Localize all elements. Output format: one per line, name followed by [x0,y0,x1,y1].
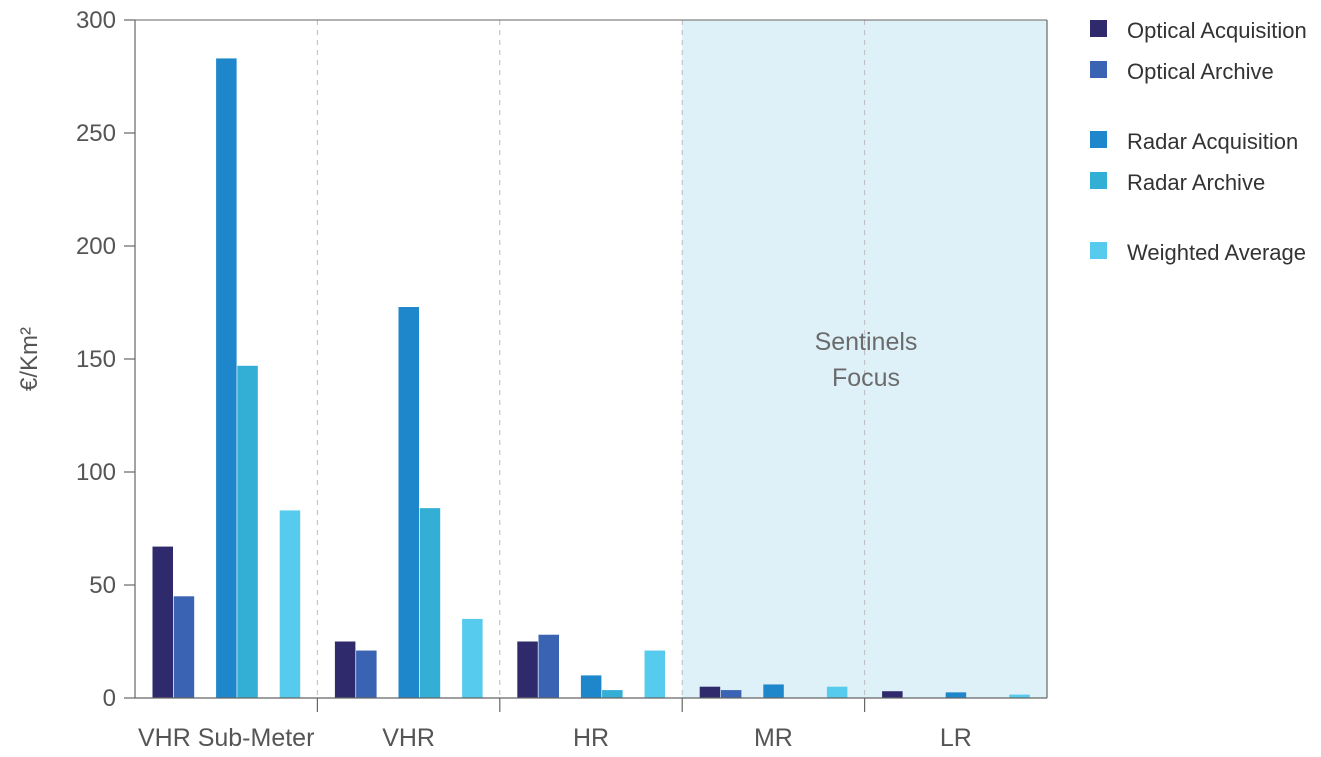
annotation-line: Focus [832,364,900,392]
bar [419,508,441,698]
y-tick-label: 200 [76,233,116,260]
bar [152,546,173,698]
legend-label: Weighted Average [1127,240,1306,265]
legend-swatch [1090,172,1107,189]
x-category-label: LR [940,724,972,752]
y-axis-title: €/Km² [16,327,43,391]
legend-swatch [1090,242,1107,259]
x-category-label: MR [754,724,793,752]
annotation-line: Sentinels [815,328,918,356]
bar [462,618,483,698]
bar [356,650,377,698]
bar [602,690,623,698]
bar [237,365,258,698]
x-category-label: HR [573,724,609,752]
y-tick-label: 150 [76,346,116,373]
bar [699,686,721,698]
bar [826,686,848,698]
y-tick-label: 50 [89,572,116,599]
bar [1009,694,1030,698]
y-tick-label: 0 [103,685,116,712]
bar [882,691,903,698]
bar [644,650,665,698]
bar [720,690,742,698]
bar [216,58,237,699]
y-tick-label: 100 [76,459,116,486]
bar [945,692,967,698]
legend-label: Radar Archive [1127,170,1265,195]
legend-swatch [1090,20,1107,37]
x-category-label: VHR [382,724,435,752]
bar [580,675,602,698]
legend-label: Optical Archive [1127,59,1274,84]
bar [173,596,195,698]
bar [334,641,356,698]
sentinels-focus-annotation: Sentinels Focus [815,328,918,392]
y-tick-label: 300 [76,7,116,34]
bar [538,634,559,698]
x-category-label: VHR Sub-Meter [138,724,314,752]
legend-swatch [1090,61,1107,78]
bar [763,684,784,698]
legend-label: Radar Acquisition [1127,129,1298,154]
y-tick-label: 250 [76,120,116,147]
bar [279,510,301,698]
legend-swatch [1090,131,1107,148]
bar [398,307,419,698]
legend-label: Optical Acquisition [1127,18,1307,43]
bar [517,641,538,698]
